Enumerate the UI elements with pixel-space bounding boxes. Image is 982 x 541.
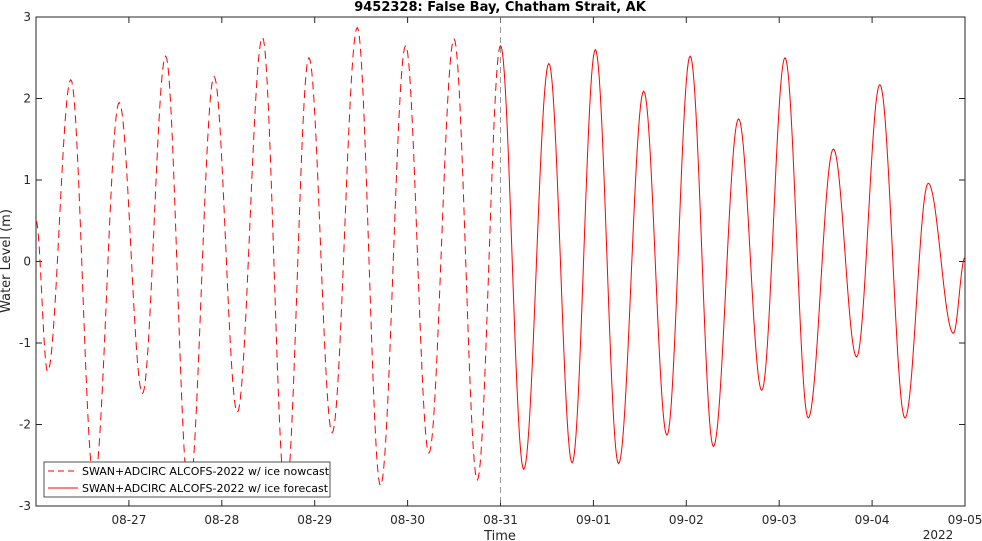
y-tick-label: 0 bbox=[23, 255, 31, 269]
x-tick-label: 09-05 bbox=[948, 513, 982, 527]
legend-forecast-label: SWAN+ADCIRC ALCOFS-2022 w/ ice forecast bbox=[82, 482, 329, 495]
series-layer bbox=[35, 26, 966, 498]
y-tick-label: -3 bbox=[19, 499, 31, 513]
x-axis-label: Time bbox=[483, 529, 516, 541]
x-tick-label: 09-04 bbox=[855, 513, 890, 527]
x-axis: 08-27 08-28 08-29 08-30 08-31 09-01 09-02 09-03… bbox=[111, 17, 982, 527]
nowcast-series-line bbox=[35, 26, 501, 498]
x-tick-label: 08-31 bbox=[483, 513, 518, 527]
y-axis-label: Water Level (m) bbox=[0, 209, 14, 313]
legend-box bbox=[43, 461, 331, 498]
x-tick-label: 09-01 bbox=[576, 513, 611, 527]
x-tick-label: 08-28 bbox=[204, 513, 239, 527]
x-tick-label: 08-30 bbox=[390, 513, 425, 527]
y-tick-label: 1 bbox=[23, 173, 31, 187]
y-tick-label: 3 bbox=[23, 10, 31, 24]
chart-title: 9452328: False Bay, Chatham Strait, AK bbox=[354, 0, 647, 15]
x-tick-label: 08-27 bbox=[111, 513, 146, 527]
x-tick-label: 08-29 bbox=[297, 513, 332, 527]
y-tick-label: -2 bbox=[19, 418, 31, 432]
y-tick-label: 2 bbox=[23, 92, 31, 106]
legend-nowcast-label: SWAN+ADCIRC ALCOFS-2022 w/ ice nowcast bbox=[82, 465, 330, 478]
x-axis-year-label: 2022 bbox=[923, 528, 954, 541]
x-tick-label: 09-02 bbox=[669, 513, 704, 527]
y-tick-label: -1 bbox=[19, 336, 31, 350]
forecast-series-line bbox=[500, 45, 966, 471]
x-tick-label: 09-03 bbox=[762, 513, 797, 527]
legend: SWAN+ADCIRC ALCOFS-2022 w/ ice nowcast S… bbox=[43, 461, 331, 498]
y-axis: -3 -2 -1 0 1 2 3 bbox=[19, 10, 965, 513]
